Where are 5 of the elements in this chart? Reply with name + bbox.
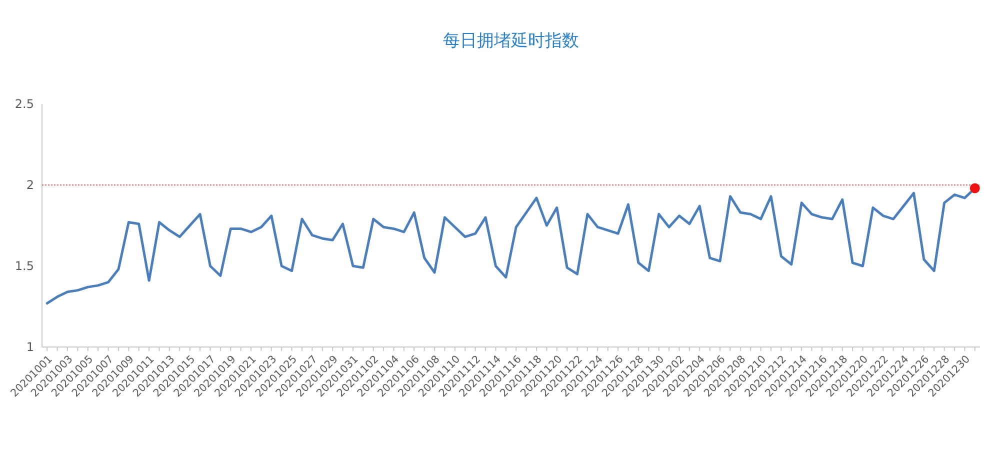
- y-tick-label: 1.5: [14, 259, 34, 274]
- chart-title: 每日拥堵延时指数: [443, 31, 579, 51]
- y-tick-label: 2.5: [14, 97, 34, 112]
- y-tick-label: 1: [26, 340, 34, 354]
- y-tick-label: 2: [26, 178, 34, 192]
